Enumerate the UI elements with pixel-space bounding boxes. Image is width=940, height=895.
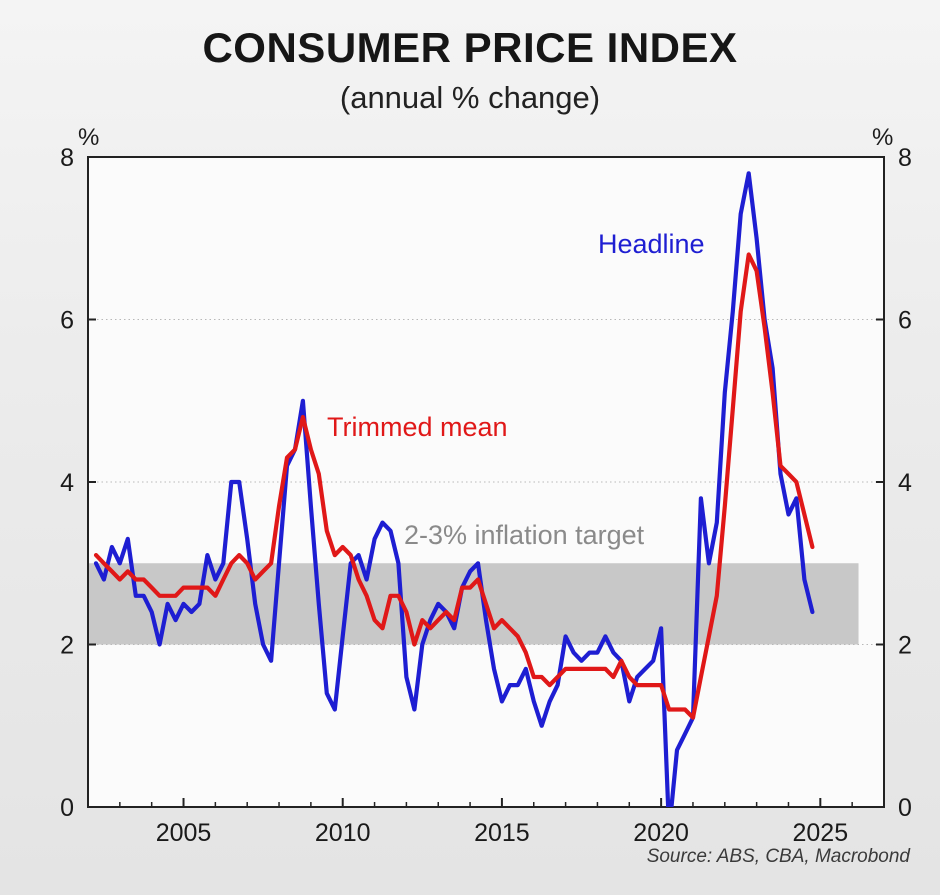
y-tick-label-right: 4: [898, 469, 912, 497]
y-tick-label-left: 2: [60, 632, 74, 660]
y-tick-label-right: 2: [898, 632, 912, 660]
left-axis-unit: %: [78, 124, 100, 151]
y-tick-label-left: 8: [60, 144, 74, 172]
x-tick-label: 2015: [474, 819, 530, 847]
x-tick-label: 2020: [633, 819, 689, 847]
y-tick-label-left: 0: [60, 794, 74, 822]
source-note: Source: ABS, CBA, Macrobond: [646, 846, 910, 867]
trimmed-mean-series-label: Trimmed mean: [327, 412, 508, 442]
chart-subtitle: (annual % change): [339, 80, 601, 115]
y-tick-label-right: 0: [898, 794, 912, 822]
y-tick-label-left: 6: [60, 307, 74, 335]
x-tick-label: 2010: [315, 819, 371, 847]
y-tick-label-right: 8: [898, 144, 912, 172]
target-band-label: 2-3% inflation target: [404, 520, 645, 550]
y-tick-label-left: 4: [60, 469, 74, 497]
x-tick-label: 2005: [156, 819, 212, 847]
right-axis-unit: %: [872, 124, 894, 151]
x-tick-label: 2025: [793, 819, 849, 847]
chart-title: CONSUMER PRICE INDEX: [202, 24, 738, 71]
headline-series-label: Headline: [598, 229, 705, 259]
plot-background: [88, 157, 884, 807]
y-tick-label-right: 6: [898, 307, 912, 335]
series-line-trimmed-mean: [93, 252, 815, 720]
